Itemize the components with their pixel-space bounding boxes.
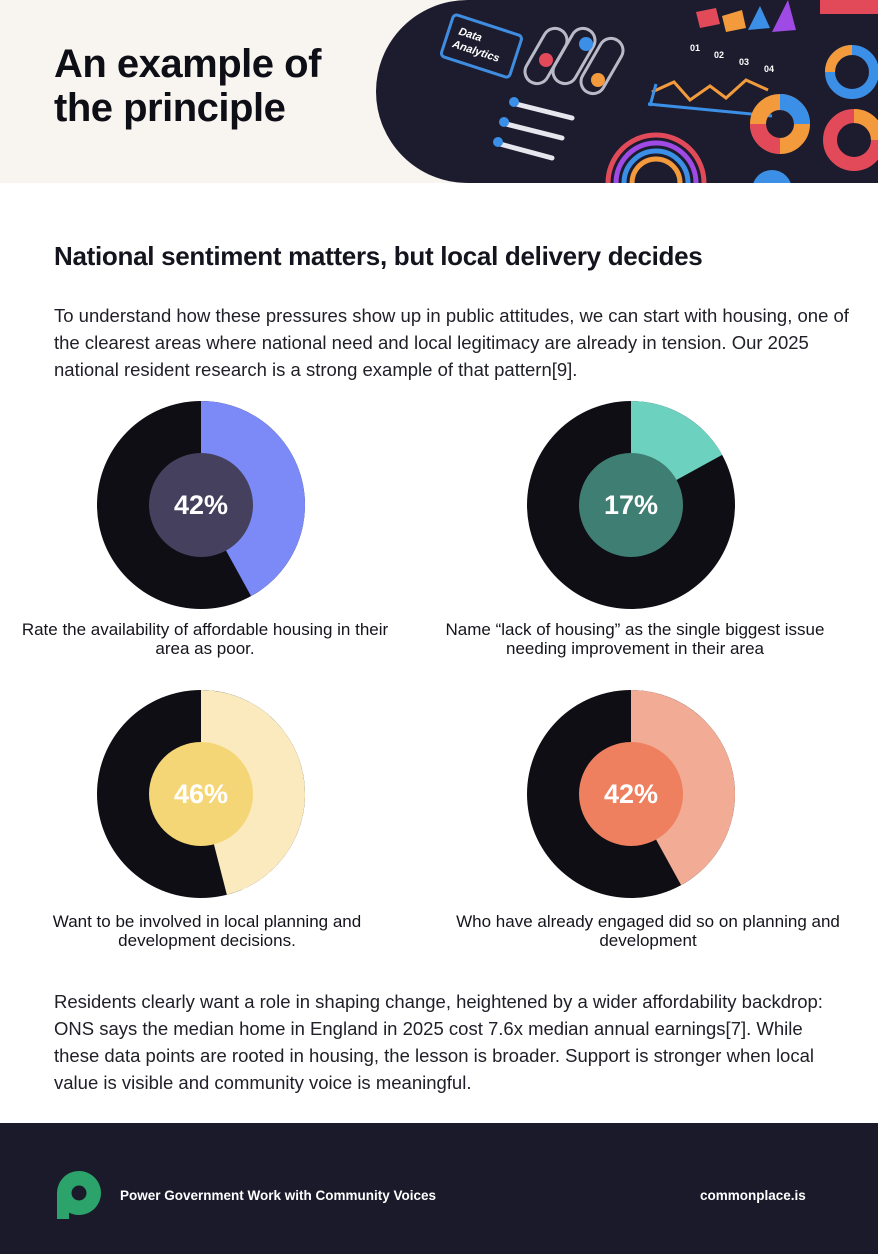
donut-caption: Want to be involved in local planning an… <box>52 912 362 950</box>
footer-website-link[interactable]: commonplace.is <box>700 1188 806 1203</box>
donut-value-label: 42% <box>173 489 229 520</box>
donut-value-label: 42% <box>603 778 659 809</box>
donut-chart-engagement: 42% <box>526 689 736 899</box>
donut-value-label: 46% <box>173 778 229 809</box>
data-analytics-illustration: Data Analytics 01 <box>439 0 878 183</box>
hero-number-02: 02 <box>714 50 724 60</box>
page-header: An example of the principle Data Analyti… <box>0 0 878 183</box>
donut-chart-involvement: 46% <box>96 689 306 899</box>
donut-caption: Rate the availability of affordable hous… <box>21 620 389 658</box>
donut-caption: Name “lack of housing” as the single big… <box>445 620 825 658</box>
section-heading: National sentiment matters, but local de… <box>54 241 703 271</box>
donut-center <box>579 742 683 846</box>
hero-image: Data Analytics 01 <box>376 0 878 183</box>
hero-number-04: 04 <box>764 64 774 74</box>
donut-value-slice <box>201 690 306 895</box>
page-title: An example of the principle <box>54 42 321 130</box>
donut-center <box>149 742 253 846</box>
hero-number-01: 01 <box>690 43 700 53</box>
hero-number-03: 03 <box>739 57 749 67</box>
donut-center <box>579 453 683 557</box>
commonplace-logo-icon <box>57 1171 101 1219</box>
donut-caption: Who have already engaged did so on plann… <box>456 912 840 950</box>
conclusion-paragraph: Residents clearly want a role in shaping… <box>54 991 823 1093</box>
page-footer: Power Government Work with Community Voi… <box>0 1123 878 1254</box>
donut-center <box>149 453 253 557</box>
donut-value-label: 17% <box>603 489 659 520</box>
intro-paragraph: To understand how these pressures show u… <box>54 305 849 380</box>
donut-chart-lack-of-housing: 17% <box>526 400 736 610</box>
donut-chart-affordable-housing: 42% <box>96 400 306 610</box>
footer-tagline: Power Government Work with Community Voi… <box>120 1188 437 1203</box>
